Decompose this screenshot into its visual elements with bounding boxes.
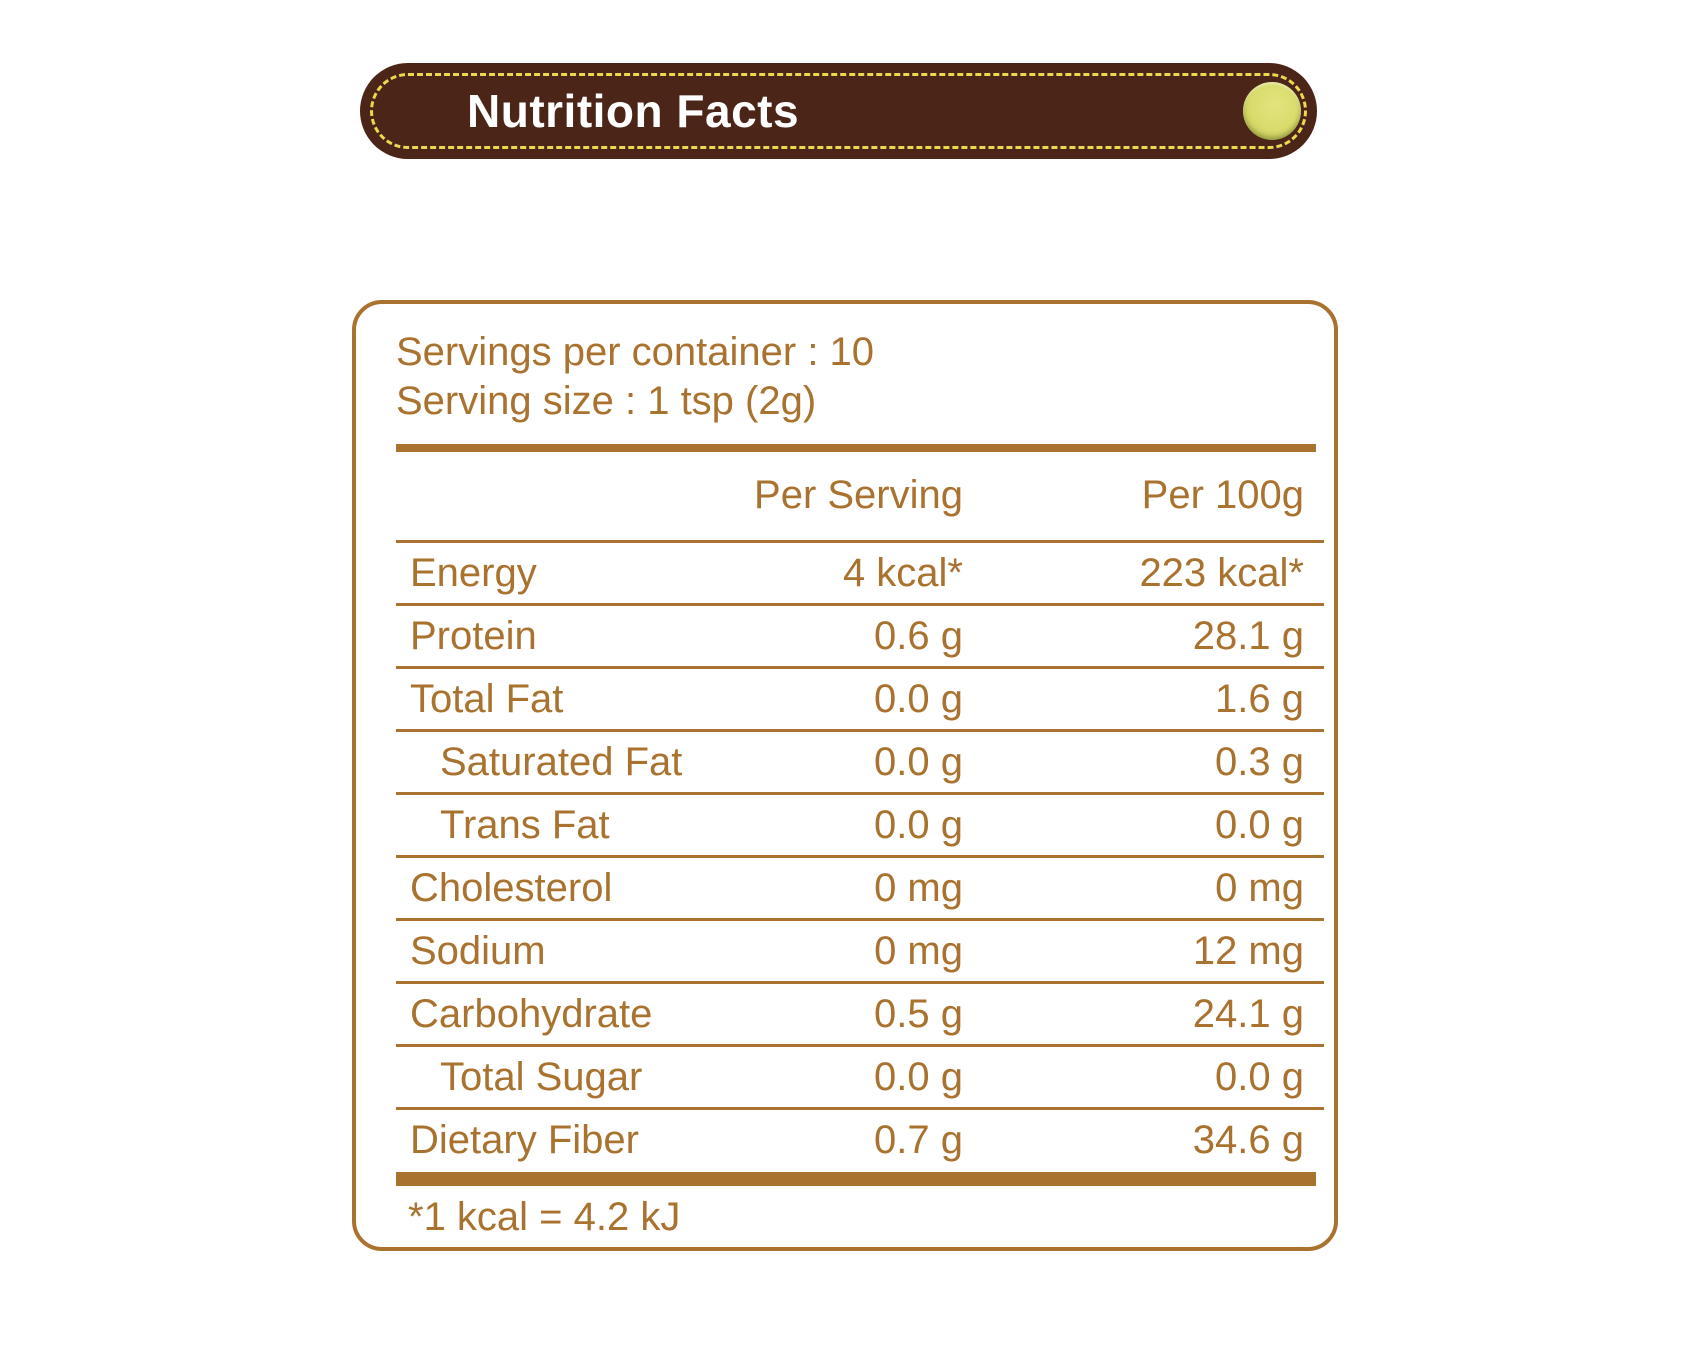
nutrient-label: Protein <box>396 604 736 670</box>
top-divider <box>396 443 1316 452</box>
nutrient-label: Trans Fat <box>396 793 736 859</box>
per-serving-value: 0 mg <box>736 919 963 985</box>
per-100g-value: 34.6 g <box>1192 1118 1304 1163</box>
per-100g-value: 223 kcal* <box>963 541 1324 607</box>
table-row: Trans Fat 0.0 g 0.0 g <box>396 793 1324 859</box>
per-serving-value: 0.0 g <box>736 730 963 796</box>
per-serving-value: 0.5 g <box>736 982 963 1048</box>
nutrient-label: Dietary Fiber <box>410 1118 639 1163</box>
empty-header-cell <box>396 451 736 544</box>
per-serving-value: 0.7 g <box>874 1118 963 1163</box>
snap-button-icon <box>1243 82 1301 140</box>
banner-title: Nutrition Facts <box>467 85 800 137</box>
per-serving-value: 0.0 g <box>736 1045 963 1111</box>
per-100g-value: 24.1 g <box>963 982 1324 1048</box>
per-100g-value: 28.1 g <box>963 604 1324 670</box>
nutrient-label: Cholesterol <box>396 856 736 922</box>
nutrition-facts-panel: Servings per container : 10 Serving size… <box>352 300 1338 1251</box>
table-row: Carbohydrate 0.5 g 24.1 g <box>396 982 1324 1048</box>
panel-content: Servings per container : 10 Serving size… <box>396 328 1324 1240</box>
per-100g-value: 0.3 g <box>963 730 1324 796</box>
per-100g-value: 12 mg <box>963 919 1324 985</box>
nutrient-label: Saturated Fat <box>396 730 736 796</box>
serving-size: Serving size : 1 tsp (2g) <box>396 378 817 423</box>
table-row: Cholesterol 0 mg 0 mg <box>396 856 1324 922</box>
servings-per-container: Servings per container : 10 <box>396 330 875 374</box>
table-row: Saturated Fat 0.0 g 0.3 g <box>396 730 1324 796</box>
table-header-row: Per Serving Per 100g <box>396 451 1324 544</box>
nutrient-label: Energy <box>396 541 736 607</box>
per-100g-value: 0.0 g <box>963 793 1324 859</box>
per-serving-header: Per Serving <box>736 451 963 544</box>
per-100g-value: 0 mg <box>963 856 1324 922</box>
nutrition-facts-banner: Nutrition Facts <box>360 63 1317 159</box>
table-row: Sodium 0 mg 12 mg <box>396 919 1324 985</box>
nutrient-label: Carbohydrate <box>396 982 736 1048</box>
table-row: Dietary Fiber 0.7 g 34.6 g <box>396 1109 1324 1172</box>
bottom-divider <box>396 1171 1316 1186</box>
per-serving-value: 0.6 g <box>736 604 963 670</box>
nutrition-table: Per Serving Per 100g Energy 4 kcal* 223 kc… <box>396 451 1324 1172</box>
per-serving-value: 4 kcal* <box>736 541 963 607</box>
per-serving-value: 0 mg <box>736 856 963 922</box>
table-row: Total Sugar 0.0 g 0.0 g <box>396 1045 1324 1111</box>
per-100g-value: 1.6 g <box>963 667 1324 733</box>
per-serving-value: 0.0 g <box>736 667 963 733</box>
table-row: Total Fat 0.0 g 1.6 g <box>396 667 1324 733</box>
table-row: Energy 4 kcal* 223 kcal* <box>396 541 1324 607</box>
table-row: Protein 0.6 g 28.1 g <box>396 604 1324 670</box>
nutrient-label: Total Fat <box>396 667 736 733</box>
nutrient-label: Sodium <box>396 919 736 985</box>
nutrient-label: Total Sugar <box>396 1045 736 1111</box>
per-serving-value: 0.0 g <box>736 793 963 859</box>
per-100g-value: 0.0 g <box>963 1045 1324 1111</box>
serving-info: Servings per container : 10 Serving size… <box>396 328 1316 426</box>
kcal-footnote: *1 kcal = 4.2 kJ <box>408 1194 681 1239</box>
per-100g-header: Per 100g <box>963 451 1324 544</box>
